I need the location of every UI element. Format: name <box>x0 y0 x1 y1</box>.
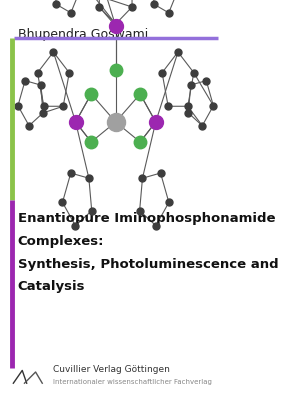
Text: Catalysis: Catalysis <box>18 280 85 294</box>
Text: Complexes:: Complexes: <box>18 235 104 248</box>
Text: Synthesis, Photoluminescence and: Synthesis, Photoluminescence and <box>18 258 278 270</box>
Text: Cuvillier Verlag Göttingen: Cuvillier Verlag Göttingen <box>53 366 170 374</box>
Text: Bhupendra Goswami: Bhupendra Goswami <box>18 28 148 41</box>
Text: Internationaler wissenschaftlicher Fachverlag: Internationaler wissenschaftlicher Fachv… <box>53 379 212 385</box>
Text: Enantiopure Iminophosphonamide: Enantiopure Iminophosphonamide <box>18 212 275 225</box>
